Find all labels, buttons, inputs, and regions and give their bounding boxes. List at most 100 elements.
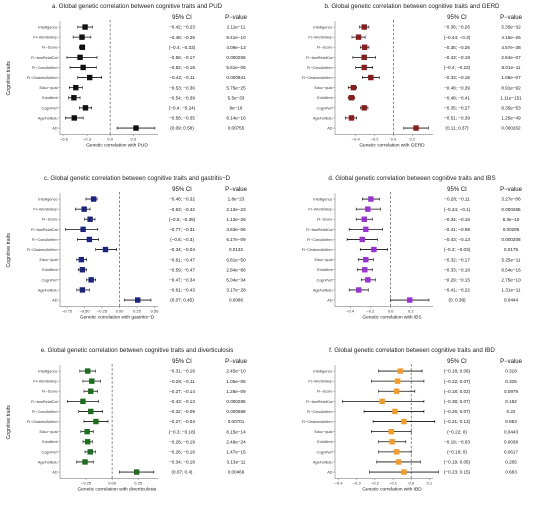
trait-label: AgeFullEdu	[313, 288, 333, 292]
x-tick-label: 0.00	[116, 309, 125, 314]
p-value-text: 0.0443	[504, 429, 518, 434]
ci-text: −0.43; −0.19	[444, 55, 470, 60]
p-value-text: 3.63e−06	[226, 227, 246, 232]
p-value-text: 6.17e−09	[226, 237, 246, 242]
estimate-point	[394, 388, 400, 394]
p-value-text: 2.11e−11	[227, 25, 246, 30]
ci-text: −0.28; −0.11	[444, 197, 470, 202]
x-tick-label: −0.3	[83, 137, 92, 142]
estimate-point	[394, 378, 401, 384]
p-value-text: 5.75e−25	[226, 85, 246, 90]
x-tick-label: −0.75	[62, 309, 73, 314]
p-value-text: 5.51e−05	[226, 65, 246, 70]
trait-label: FI−Wordinterp	[33, 36, 57, 40]
estimate-point	[361, 44, 368, 50]
x-tick-label: −0.25	[97, 309, 108, 314]
p-value-text: 5.35e−32	[501, 25, 521, 30]
p-value-text: 4.09e−13	[226, 45, 246, 50]
estimate-point	[401, 418, 407, 425]
estimate-point	[365, 206, 371, 212]
estimate-point	[379, 398, 385, 405]
forest-panel: b. Global genetic correlation between co…	[302, 3, 523, 149]
trait-label: FI−CondArithm	[32, 410, 58, 414]
p-value-text: 0.000265	[501, 207, 521, 212]
estimate-point	[80, 226, 86, 233]
trait-label: FI−ChainedArithm	[27, 248, 58, 252]
ci-text: (0.07; 0.45)	[170, 298, 194, 303]
x-tick-label: −0.2	[371, 137, 380, 142]
ci-text: −0.59; −0.47	[169, 267, 195, 272]
p-value-text: 0.00701	[228, 419, 245, 424]
trait-label: AgeFullEdu	[313, 116, 333, 120]
trait-label: AD	[327, 126, 333, 130]
p-value-text: 0.0979	[504, 389, 518, 394]
trait-label: EduAttml	[317, 96, 333, 100]
p-value-text: 0.00755	[228, 126, 245, 131]
estimate-point	[82, 105, 89, 111]
ci-text: (0.07; 0.4)	[172, 470, 193, 475]
forest-panel: d. Global genetic correlation between co…	[302, 175, 523, 321]
x-tick-label: −0.50	[79, 309, 90, 314]
trait-label: CognPerf	[41, 278, 58, 282]
estimate-point	[82, 459, 88, 465]
p-value-column-header: P−value	[225, 187, 248, 193]
ci-text: (−0.34; −0.1)	[444, 207, 471, 212]
estimate-point	[350, 84, 357, 91]
p-value-text: 0.0038	[504, 439, 518, 444]
estimate-point	[361, 216, 367, 222]
trait-label: Educ−qual	[39, 86, 57, 90]
estimate-point	[388, 428, 394, 435]
estimate-point	[368, 74, 374, 81]
ci-text: −0.52; −0.18	[169, 65, 195, 70]
trait-label: FI−Score	[42, 218, 58, 222]
p-value-text: 2.13e−23	[226, 207, 246, 212]
estimate-point	[86, 236, 93, 243]
ci-column-header: 95% CI	[172, 15, 192, 21]
trait-label: FI−CondArithm	[307, 410, 333, 414]
ci-text: (0.11; 0.37)	[445, 126, 469, 131]
ci-text: (−0.4; −0.33)	[169, 45, 196, 50]
estimate-point	[77, 54, 83, 61]
p-value-text: 8.14e−16	[226, 116, 246, 121]
x-tick-label: −0.4	[335, 481, 344, 486]
ci-text: (−0.23; 0.15)	[444, 470, 471, 475]
p-value-text: 0.000286	[226, 399, 246, 404]
trait-label: CognPerf	[316, 450, 333, 454]
p-value-text: 0.0617	[504, 449, 518, 454]
x-tick-label: −0.2	[371, 481, 380, 486]
p-value-text: 4.57e−38	[501, 45, 521, 50]
estimate-point	[401, 469, 407, 475]
x-axis-label: Genetic correlation with diverticulosis	[78, 487, 158, 493]
trait-label: FI−Wordinterp	[33, 380, 57, 384]
panel-title: b. Global genetic correlation between co…	[324, 3, 500, 10]
estimate-point	[79, 44, 86, 50]
x-tick-label: 0.2	[408, 309, 414, 314]
ci-text: (−0.26; 0.07)	[444, 409, 471, 414]
ci-text: −0.29; −0.15	[444, 277, 470, 282]
ci-text: −0.63; −0.42	[169, 207, 195, 212]
trait-label: Intelligence	[313, 25, 332, 29]
ci-text: (−0.3; −0.18)	[169, 429, 196, 434]
p-value-text: 0.00466	[228, 470, 245, 475]
trait-label: EduAttml	[42, 440, 58, 444]
p-value-text: 1.05e−05	[226, 379, 246, 384]
ci-text: −0.48; −0.39	[444, 85, 470, 90]
trait-label: AD	[327, 298, 333, 302]
x-tick-label: 0.25	[133, 309, 142, 314]
ci-text: −0.27; −0.04	[169, 419, 195, 424]
ci-text: −0.34; −0.18	[444, 217, 470, 222]
estimate-point	[348, 95, 355, 101]
trait-label: Educ−qual	[39, 258, 57, 262]
forest-panel: f. Global genetic correlation between co…	[302, 347, 523, 493]
x-tick-label: −0.2	[366, 309, 375, 314]
p-value-text: 0.000841	[226, 75, 246, 80]
p-value-text: 8.35e−53	[501, 105, 521, 110]
p-value-text: 2.49e−24	[226, 439, 246, 444]
trait-label: AgeFullEdu	[313, 460, 333, 464]
trait-label: FI−ChainedArithm	[302, 420, 333, 424]
trait-label: AD	[52, 126, 58, 130]
ci-text: −0.18; −0.03	[444, 439, 470, 444]
trait-label: AgeFullEdu	[38, 460, 58, 464]
trait-label: Intelligence	[38, 197, 57, 201]
p-value-text: 3.13e−11	[227, 460, 246, 465]
